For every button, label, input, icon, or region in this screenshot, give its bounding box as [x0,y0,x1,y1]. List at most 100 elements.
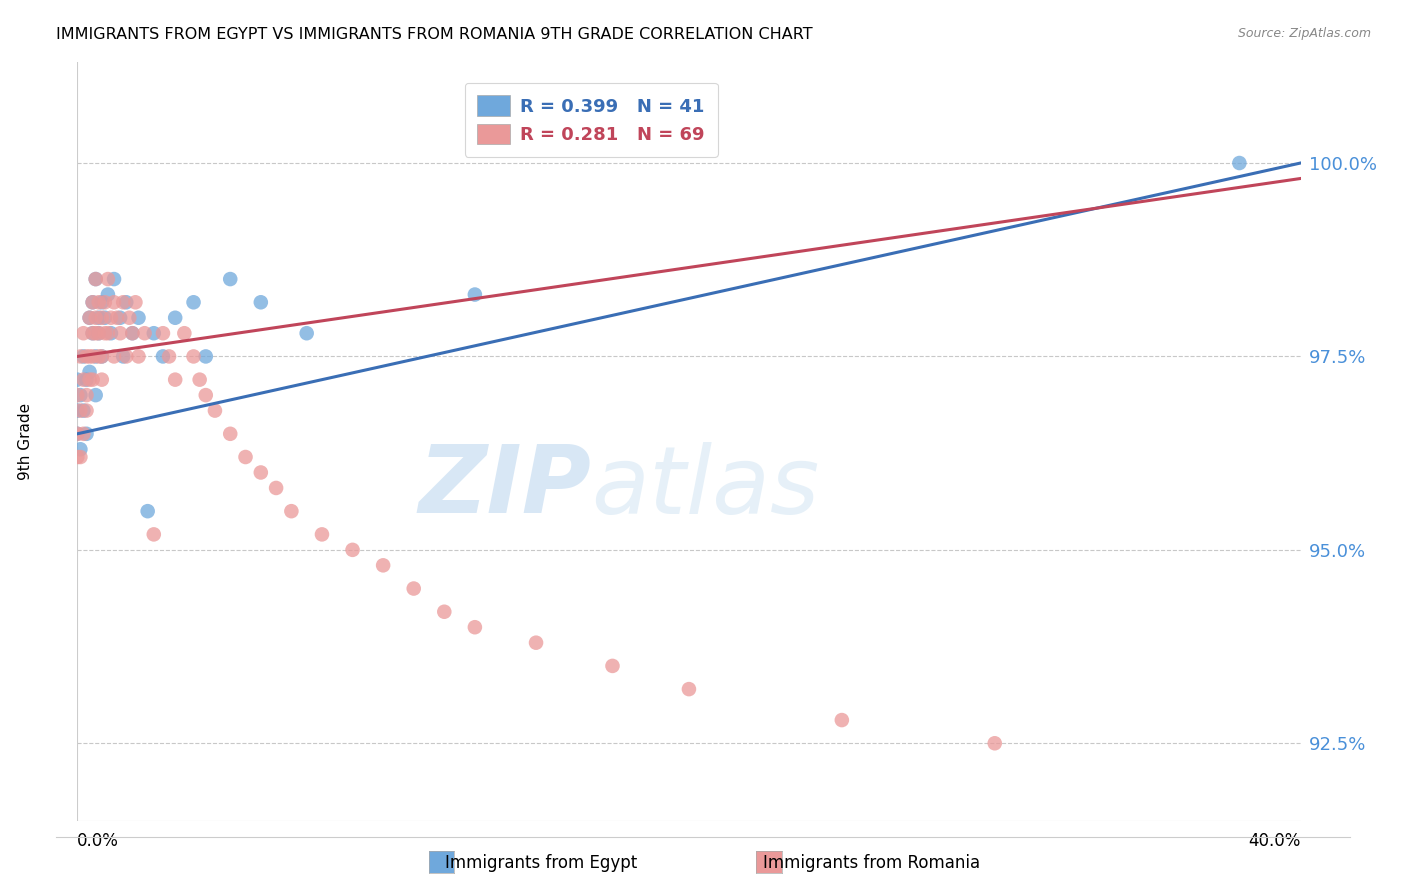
Point [173,326,195,341]
Point [79,365,101,379]
Point [87,326,110,341]
Text: atlas: atlas [591,442,820,533]
Point [90,350,112,364]
Point [152,326,174,341]
Point [76,426,98,441]
Point [76,373,98,387]
Point [165,310,187,325]
Point [84,326,107,341]
Text: IMMIGRANTS FROM EGYPT VS IMMIGRANTS FROM ROMANIA 9TH GRADE CORRELATION CHART: IMMIGRANTS FROM EGYPT VS IMMIGRANTS FROM… [56,27,813,42]
Point [118,310,141,325]
Point [602,659,624,673]
Point [97,287,120,301]
Text: Source: ZipAtlas.com: Source: ZipAtlas.com [1237,27,1371,40]
Point [87,350,110,364]
Point [219,272,242,286]
Point [112,295,135,310]
Point [183,350,205,364]
Point [311,527,333,541]
Point [219,426,242,441]
Point [69,450,91,464]
Point [69,350,91,364]
Point [250,295,273,310]
Point [90,310,112,325]
Point [264,481,287,495]
Point [142,527,165,541]
Point [82,326,104,341]
Point [105,310,128,325]
Point [121,326,143,341]
Point [127,350,149,364]
Point [194,350,217,364]
Point [115,295,138,310]
Point [79,373,101,387]
Point [94,295,117,310]
Point [121,326,143,341]
Point [433,605,456,619]
Point [115,350,138,364]
Point [66,426,89,441]
Point [79,350,101,364]
Point [371,558,394,573]
Point [402,582,425,596]
Legend: R = 0.399   N = 41, R = 0.281   N = 69: R = 0.399 N = 41, R = 0.281 N = 69 [464,83,717,157]
Point [100,326,122,341]
Point [69,388,91,402]
Point [82,373,104,387]
Point [94,310,117,325]
Point [66,403,89,417]
Point [188,373,211,387]
Point [66,426,89,441]
Point [295,326,318,341]
Point [127,310,149,325]
Point [72,350,94,364]
Point [678,682,700,697]
Text: Immigrants from Egypt: Immigrants from Egypt [446,854,637,871]
Point [831,713,853,727]
Point [84,310,107,325]
Point [100,310,122,325]
Point [464,287,486,301]
Point [87,295,110,310]
Point [94,326,117,341]
Point [66,388,89,402]
Point [194,388,217,402]
Point [108,326,131,341]
Point [84,272,107,286]
Point [90,350,112,364]
Point [90,373,112,387]
Point [112,350,135,364]
Point [136,504,159,518]
Point [103,295,125,310]
Point [82,295,104,310]
Point [79,310,101,325]
Text: 0.0%: 0.0% [77,832,120,850]
Point [72,403,94,417]
Point [235,450,257,464]
Point [152,350,174,364]
Point [72,426,94,441]
Text: Immigrants from Romania: Immigrants from Romania [763,854,980,871]
Point [84,272,107,286]
Point [90,295,112,310]
Point [142,326,165,341]
Point [204,403,226,417]
Point [97,326,120,341]
Point [103,272,125,286]
Point [984,736,1007,750]
Point [69,403,91,417]
Point [82,295,104,310]
Point [165,373,187,387]
Point [280,504,302,518]
Text: 40.0%: 40.0% [1249,832,1301,850]
Point [79,310,101,325]
Point [82,350,104,364]
Point [183,295,205,310]
Point [84,350,107,364]
Point [250,466,273,480]
Point [87,310,110,325]
Point [157,350,180,364]
Point [342,542,364,557]
Point [342,837,364,851]
Point [134,326,156,341]
